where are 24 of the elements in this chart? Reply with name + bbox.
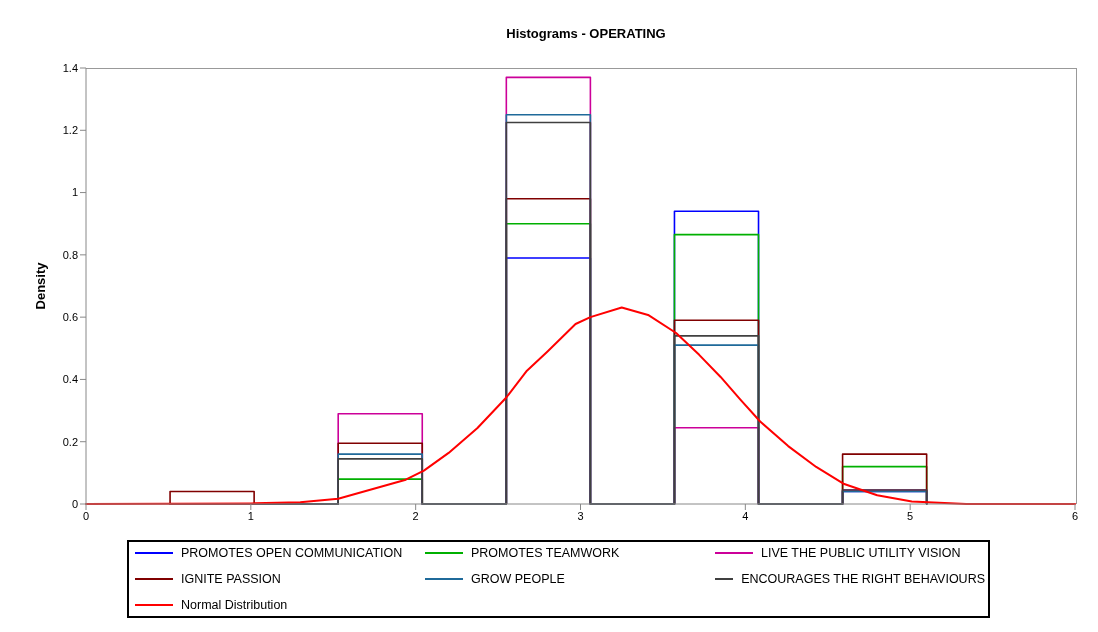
- y-tick-label: 0.8: [62, 248, 78, 261]
- legend-label: PROMOTES TEAMWORK: [471, 546, 620, 560]
- y-tick-label: 0.2: [62, 435, 78, 448]
- x-tick-label: 1: [247, 509, 254, 522]
- y-tick-label: 1.4: [62, 61, 78, 74]
- chart-title: Histograms - OPERATING: [505, 26, 667, 41]
- y-axis-title: Density: [32, 261, 48, 310]
- x-tick-label: 4: [742, 509, 749, 522]
- y-tick-label: 1.2: [62, 124, 78, 137]
- x-tick-label: 3: [577, 509, 584, 522]
- x-tick-label: 0: [82, 509, 90, 522]
- x-tick-label: 6: [1071, 509, 1079, 522]
- legend-label: IGNITE PASSION: [181, 572, 281, 586]
- x-tick-label: 2: [412, 509, 419, 522]
- y-tick-label: 1: [71, 186, 78, 199]
- x-tick-label: 5: [907, 509, 914, 522]
- legend-label: Normal Distribution: [181, 598, 288, 612]
- y-tick-label: 0.4: [62, 373, 78, 386]
- y-tick-label: 0.6: [62, 311, 78, 324]
- legend-label: ENCOURAGES THE RIGHT BEHAVIOURS: [741, 572, 985, 586]
- legend-label: LIVE THE PUBLIC UTILITY VISION: [761, 546, 961, 560]
- y-tick-label: 0: [71, 497, 78, 510]
- legend-label: GROW PEOPLE: [471, 572, 565, 586]
- legend-label: PROMOTES OPEN COMMUNICATION: [181, 546, 403, 560]
